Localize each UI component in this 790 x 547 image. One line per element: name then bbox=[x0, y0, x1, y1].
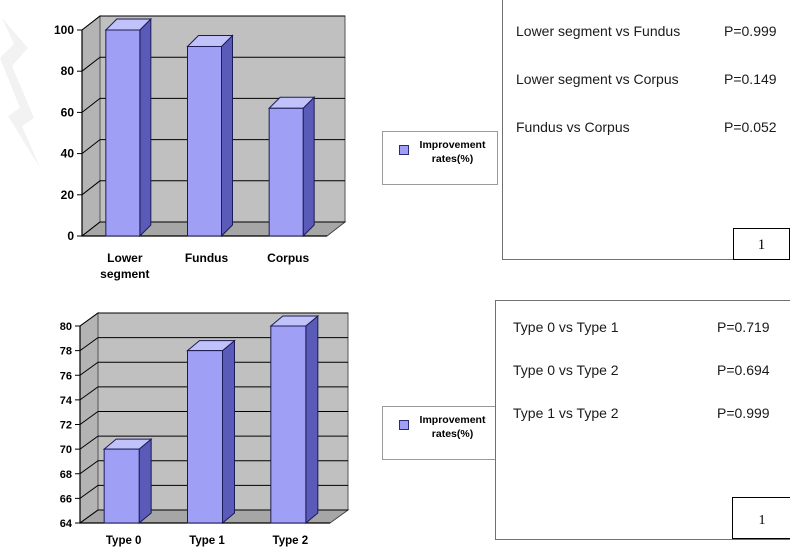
bar-side bbox=[139, 17, 152, 238]
p-value: P=0.052 bbox=[724, 119, 777, 135]
x-category-label: segment bbox=[100, 267, 149, 281]
legend-label: Improvement rates(%) bbox=[419, 414, 486, 440]
plot-side-wall bbox=[81, 14, 101, 238]
gridline bbox=[79, 460, 348, 475]
legend-label: Improvement rates(%) bbox=[419, 139, 486, 165]
x-category-label: Type 1 bbox=[189, 535, 225, 547]
legend-swatch bbox=[399, 145, 409, 155]
panel-tag: 1 bbox=[732, 497, 790, 539]
chart-improvement-by-type: 64 66 68 70 72 74 76 78 80 Type 0 Type 1 Type 2 bbox=[60, 312, 350, 547]
panel-tag: 1 bbox=[733, 228, 790, 260]
bar bbox=[270, 325, 307, 524]
y-tick-label: 0 bbox=[67, 229, 74, 243]
gridline bbox=[81, 97, 345, 113]
gridline bbox=[79, 411, 348, 425]
gridline bbox=[81, 180, 345, 196]
comparison-label: Lower segment vs Corpus bbox=[516, 71, 679, 87]
y-tick-label: 70 bbox=[60, 444, 72, 456]
gridline bbox=[79, 484, 348, 499]
gridline bbox=[79, 337, 348, 352]
y-tick-label: 80 bbox=[60, 321, 72, 333]
bar-side bbox=[138, 438, 152, 525]
gridline bbox=[81, 15, 345, 31]
bar-side bbox=[221, 34, 233, 238]
legend-location-chart: Improvement rates(%) bbox=[382, 131, 498, 185]
bar-side bbox=[302, 96, 315, 238]
gridline bbox=[79, 509, 348, 524]
legend-type-chart: Improvement rates(%) bbox=[382, 406, 498, 460]
gridline bbox=[79, 386, 348, 401]
y-tick-label: 74 bbox=[60, 395, 73, 407]
p-value: P=0.694 bbox=[717, 362, 770, 378]
bar bbox=[268, 107, 304, 237]
y-tick-label: 72 bbox=[60, 420, 72, 432]
y-tick-label: 100 bbox=[54, 23, 74, 37]
y-tick-label: 20 bbox=[61, 188, 75, 202]
p-value: P=0.999 bbox=[724, 23, 777, 39]
pvalue-table-location: Lower segment vs Fundus P=0.999 Lower se… bbox=[502, 0, 790, 260]
gridline bbox=[79, 361, 348, 376]
y-tick-label: 40 bbox=[61, 147, 75, 161]
x-category-label: Corpus bbox=[267, 251, 309, 265]
gridline bbox=[81, 56, 345, 72]
y-tick-label: 66 bbox=[60, 493, 72, 505]
legend-swatch bbox=[399, 420, 409, 430]
bar-side bbox=[305, 314, 319, 525]
p-value: P=0.719 bbox=[717, 319, 770, 335]
comparison-label: Type 0 vs Type 1 bbox=[513, 319, 619, 335]
p-value: P=0.149 bbox=[724, 71, 777, 87]
x-category-label: Type 2 bbox=[273, 535, 309, 547]
comparison-label: Type 0 vs Type 2 bbox=[513, 362, 619, 378]
gridline bbox=[81, 221, 345, 237]
x-category-label: Type 0 bbox=[106, 535, 142, 547]
gridline bbox=[81, 139, 345, 154]
gridline bbox=[79, 435, 348, 450]
bar bbox=[105, 29, 141, 237]
bar bbox=[187, 350, 223, 524]
comparison-label: Fundus vs Corpus bbox=[516, 119, 630, 135]
chart-improvement-by-location: 0 20 40 60 80 100 Lower segment Fundus Corpus bbox=[54, 14, 347, 281]
comparison-label: Lower segment vs Fundus bbox=[516, 23, 681, 39]
y-tick-label: 68 bbox=[60, 469, 72, 481]
bar bbox=[103, 448, 140, 524]
comparison-label: Type 1 vs Type 2 bbox=[513, 405, 619, 421]
y-tick-label: 78 bbox=[60, 346, 72, 358]
bar bbox=[187, 45, 222, 237]
y-tick-label: 80 bbox=[61, 64, 75, 78]
y-tick-label: 64 bbox=[60, 518, 73, 530]
y-tick-label: 76 bbox=[60, 370, 72, 382]
x-category-label: Lower bbox=[107, 251, 143, 265]
watermark-mark bbox=[0, 18, 40, 168]
gridline bbox=[79, 312, 348, 327]
x-category-label: Fundus bbox=[185, 251, 229, 265]
p-value: P=0.999 bbox=[717, 405, 770, 421]
y-tick-label: 60 bbox=[61, 105, 75, 119]
bar-side bbox=[222, 339, 235, 525]
